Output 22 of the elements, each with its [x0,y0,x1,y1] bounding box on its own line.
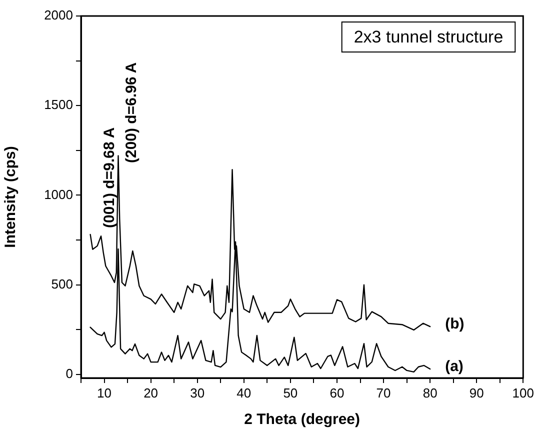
y-tick-label: 500 [51,276,73,292]
x-tick-label: 60 [330,385,344,400]
y-tick-label: 0 [66,366,73,381]
x-axis-title: 2 Theta (degree) [244,411,360,428]
x-tick-label: 30 [190,385,205,400]
y-axis-title: Intensity (cps) [2,146,20,248]
x-tick-label: 40 [236,385,252,400]
x-tick-label: 100 [512,385,534,400]
x-tick-label: 20 [144,385,158,400]
x-tick-label: 80 [422,385,438,400]
y-tick-label: 2000 [44,8,73,23]
y-tick-label: 1500 [44,97,73,112]
x-tick-label: 10 [97,385,112,400]
series-label: (a) [445,358,464,376]
annotation: (001) d=9.68 A [101,127,118,228]
series-label: (b) [445,316,464,333]
x-tick-label: 50 [283,385,298,400]
y-tick-label: 1000 [44,186,73,202]
annotation: 2x3 tunnel structure [354,28,504,47]
x-tick-label: 70 [376,385,391,400]
x-tick-label: 90 [469,385,484,400]
annotation: (200) d=6.96 A [123,62,140,163]
